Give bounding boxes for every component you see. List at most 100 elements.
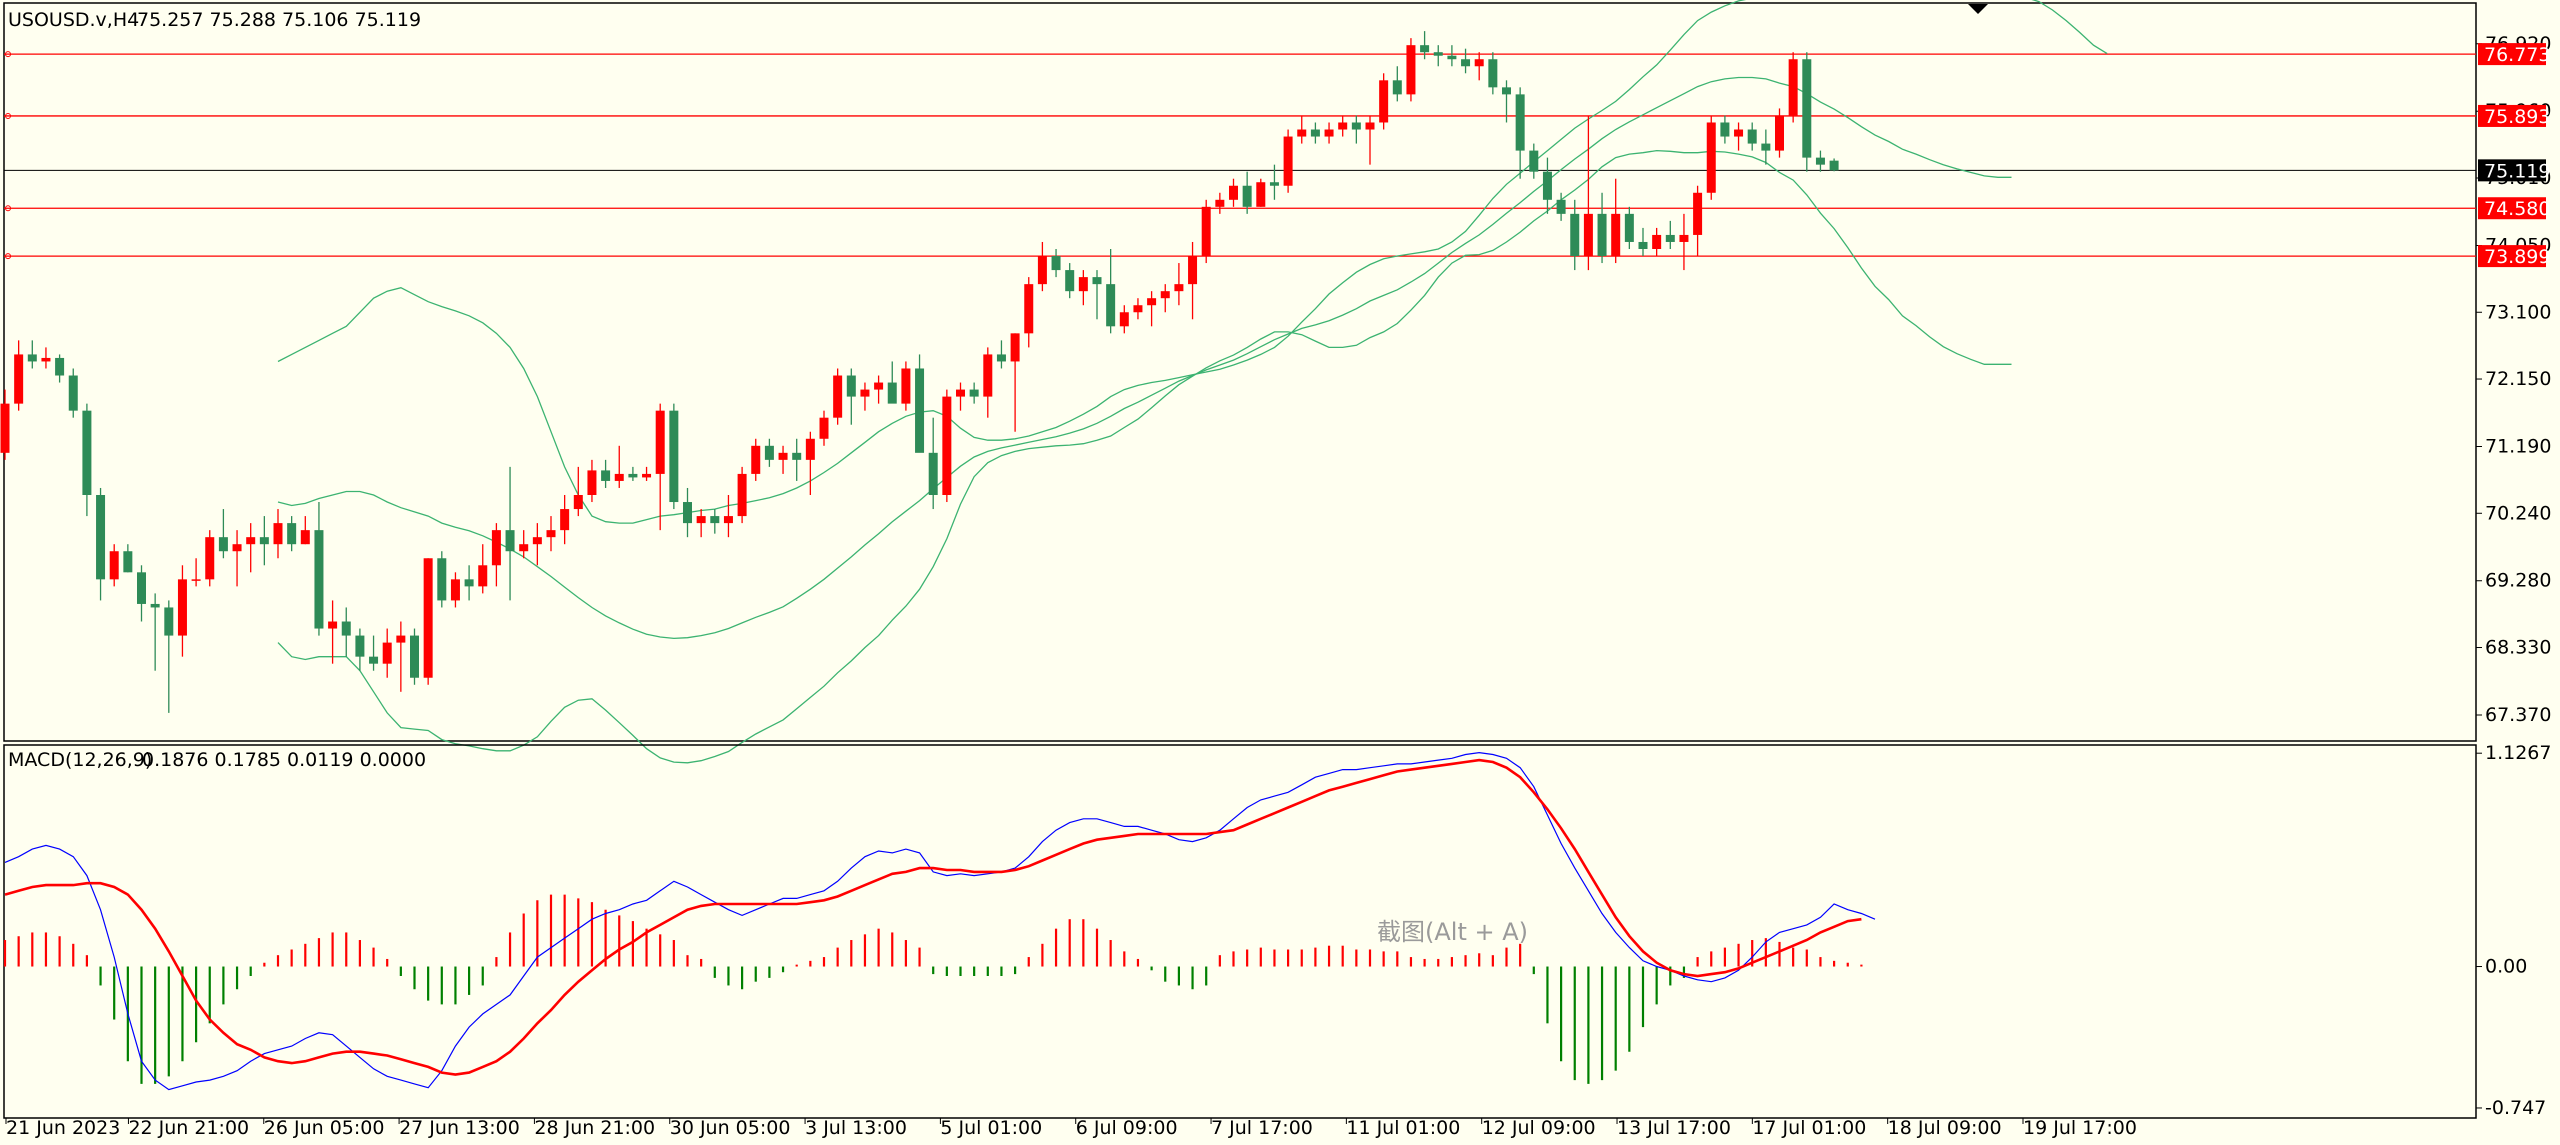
- candle: [1624, 206, 1634, 249]
- candle-body: [1474, 59, 1484, 67]
- candle-body: [805, 438, 815, 460]
- candle-body: [1611, 213, 1621, 257]
- macd-lines: [4, 751, 1876, 1091]
- level-price-tag: [2478, 104, 2546, 127]
- candle: [1324, 122, 1334, 144]
- candle: [1379, 73, 1389, 130]
- candle-body: [1693, 192, 1703, 235]
- level-anchor-icon[interactable]: [5, 112, 11, 119]
- price-tick-label: 68.330: [2485, 637, 2551, 659]
- candlestick-series: [0, 31, 1839, 713]
- candle-body: [450, 579, 460, 601]
- candle-body: [1338, 122, 1348, 130]
- horizontal-levels: [4, 51, 2476, 260]
- candle: [901, 361, 911, 411]
- time-axis: 21 Jun 2023 22 Jun 21:00 26 Jun 05:00 27 Ju…: [5, 1117, 2137, 1139]
- candle-body: [1256, 182, 1266, 207]
- candle-body: [0, 403, 10, 453]
- candle: [1570, 199, 1580, 271]
- candle: [1529, 143, 1539, 179]
- candle: [1583, 115, 1593, 271]
- candle: [1515, 87, 1525, 179]
- candle-body: [1775, 115, 1784, 151]
- candle-body: [1529, 150, 1539, 172]
- level-anchor-icon[interactable]: [5, 51, 11, 58]
- candle: [1147, 291, 1157, 327]
- level-anchor-icon[interactable]: [5, 253, 11, 260]
- candle-body: [123, 551, 133, 573]
- candle: [846, 368, 856, 425]
- macd-panel[interactable]: 1.1267 0.00 -0.747 MACD(12,26,9) 0.1876 0.…: [3, 742, 2551, 1119]
- candle: [1447, 45, 1457, 67]
- candle: [246, 523, 256, 573]
- candle: [1201, 199, 1211, 264]
- candle: [1365, 115, 1375, 165]
- candle: [314, 502, 324, 636]
- candle: [450, 572, 460, 608]
- candle-body: [68, 375, 78, 411]
- candle: [1775, 108, 1784, 158]
- candle-body: [1365, 122, 1375, 130]
- candle-body: [560, 509, 570, 531]
- candle: [1638, 227, 1648, 257]
- candle-body: [1829, 160, 1839, 171]
- candle-body: [259, 537, 269, 545]
- candle: [1829, 158, 1839, 172]
- candle-body: [628, 473, 638, 478]
- candle-body: [532, 537, 542, 545]
- candle-body: [505, 530, 515, 552]
- symbol-label: USOUSD.v,H4: [8, 9, 139, 31]
- candle: [1652, 227, 1662, 257]
- candle-body: [1488, 59, 1498, 88]
- candle: [942, 389, 952, 503]
- candle: [1051, 249, 1061, 278]
- candle-body: [137, 572, 146, 604]
- candle: [328, 600, 338, 664]
- candle: [1215, 192, 1225, 214]
- candle-body: [860, 389, 870, 397]
- candle-body: [846, 375, 856, 397]
- candle-body: [723, 516, 733, 524]
- macd-tick-label: -0.747: [2485, 1097, 2546, 1119]
- candle-body: [1024, 284, 1034, 334]
- candle-body: [177, 579, 187, 636]
- candle-body: [1802, 59, 1812, 158]
- candle: [41, 347, 51, 369]
- candle: [819, 410, 829, 446]
- candle-body: [1201, 206, 1211, 257]
- candle-body: [1324, 129, 1334, 137]
- current-price-tag: [2478, 159, 2546, 182]
- candle: [778, 445, 788, 474]
- candle: [956, 382, 965, 411]
- candle-body: [1720, 122, 1730, 137]
- candle: [300, 516, 310, 545]
- candle: [1037, 241, 1047, 292]
- candle: [27, 340, 37, 369]
- time-tick-label: 22 Jun 21:00: [128, 1117, 249, 1139]
- candle-body: [1638, 241, 1648, 249]
- candle-body: [41, 357, 51, 362]
- level-price-tag: [2478, 245, 2546, 268]
- candle: [1024, 277, 1034, 348]
- candle: [505, 466, 515, 601]
- candle: [764, 438, 774, 467]
- price-panel[interactable]: 76.92075.96075.01074.05073.10072.15071.1…: [0, 0, 2552, 764]
- candle-body: [423, 558, 433, 678]
- bollinger-bands: [277, 0, 2108, 764]
- candle: [464, 565, 474, 601]
- macd-tick-label: 1.1267: [2485, 742, 2551, 764]
- candle: [792, 438, 802, 481]
- candle: [1406, 38, 1416, 102]
- level-anchor-icon[interactable]: [5, 205, 11, 212]
- scroll-shift-marker-icon[interactable]: [1968, 4, 1988, 14]
- candle: [887, 361, 897, 404]
- price-panel-frame: [3, 2, 2477, 742]
- time-tick-label: 7 Jul 17:00: [1211, 1117, 1313, 1139]
- candle-body: [778, 452, 788, 460]
- candle-body: [887, 382, 897, 404]
- candle-body: [833, 375, 843, 418]
- time-tick-label: 17 Jul 01:00: [1752, 1117, 1866, 1139]
- candle-body: [1051, 256, 1061, 271]
- candle: [1488, 52, 1498, 95]
- candle: [1611, 178, 1621, 264]
